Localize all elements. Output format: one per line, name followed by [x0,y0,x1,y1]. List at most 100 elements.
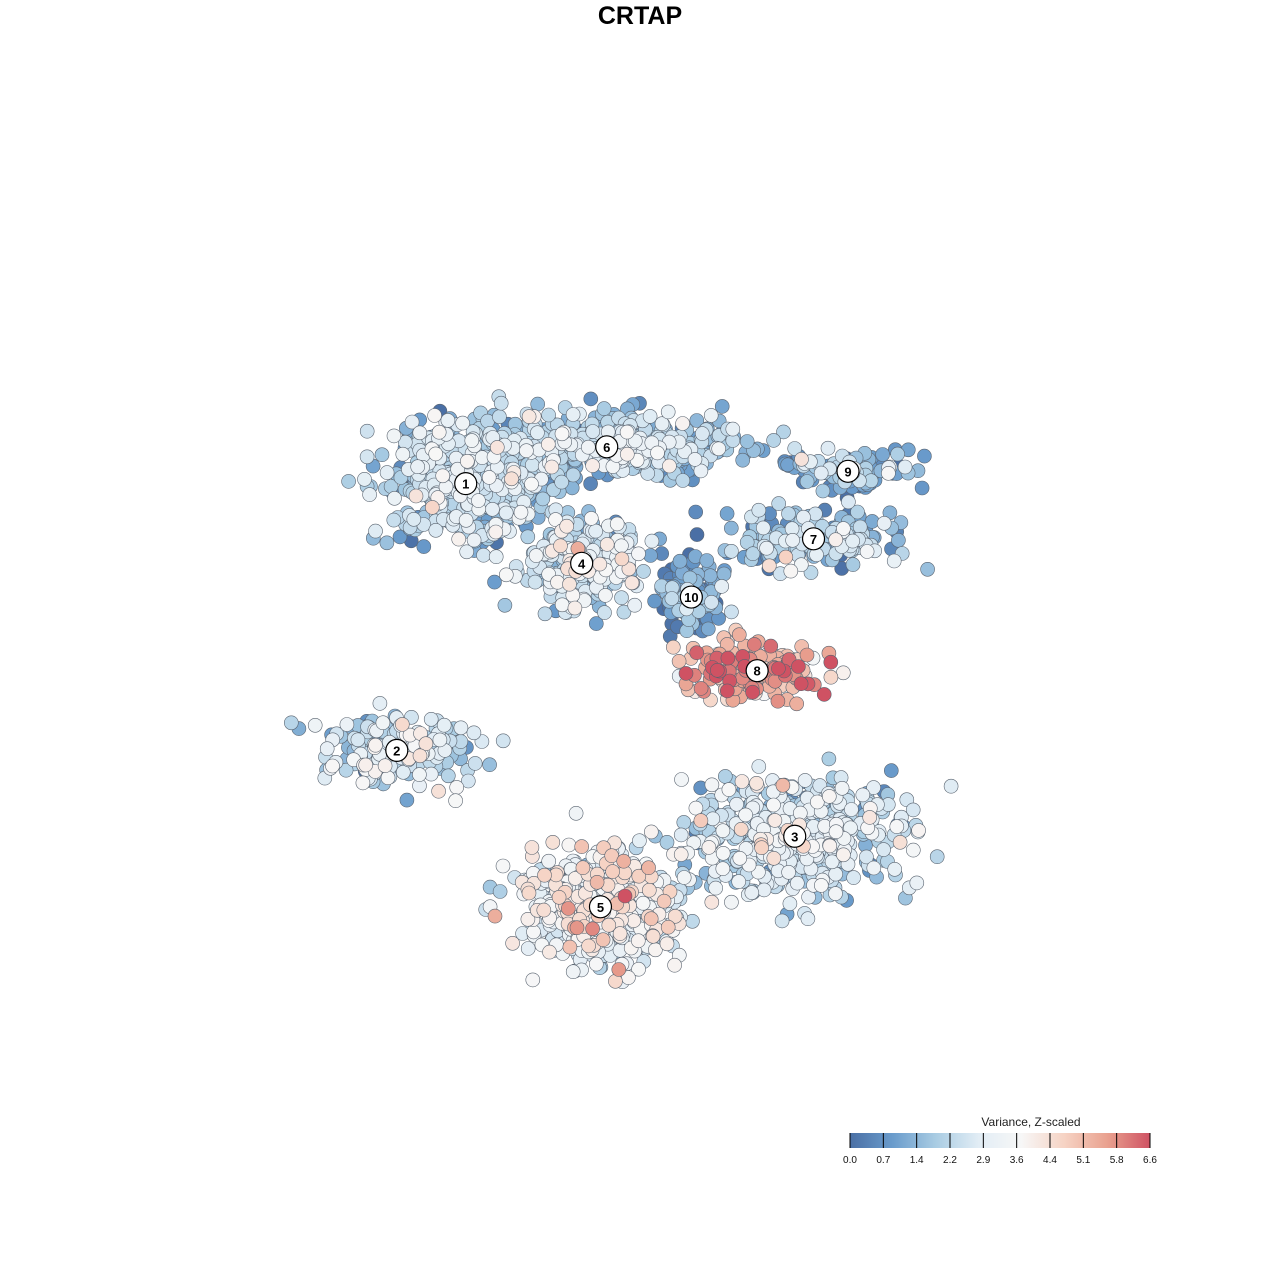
data-point-cluster-7 [755,520,771,536]
data-point-cluster-1 [368,523,383,539]
data-point-cluster-7 [781,506,796,522]
legend-tick-label: 2.2 [943,1155,957,1166]
chart-title: CRTAP [597,2,683,30]
data-point-cluster-1 [392,529,408,545]
data-point-cluster-4 [588,523,604,539]
data-point-cluster-6 [714,399,730,414]
data-point-cluster-3 [738,807,753,823]
data-point-cluster-10 [689,527,705,542]
data-point-cluster-4 [498,567,514,583]
data-point-cluster-2 [482,757,497,773]
data-point-cluster-4 [614,551,630,567]
legend-ticks: 0.0 0.7 1.4 2.2 2.9 3.6 4.4 5.1 5.8 6.6 [843,1133,1157,1166]
data-point-cluster-4 [631,546,646,562]
data-point-cluster-4 [550,574,565,590]
data-point-cluster-2 [495,733,511,749]
data-point-cluster-3 [813,878,829,893]
data-point-cluster-4 [597,605,612,620]
data-point-cluster-3 [905,802,921,818]
data-point-cluster-3 [834,780,850,796]
data-point-cluster-3 [701,840,717,855]
cluster-label-badge [679,585,703,609]
data-point-cluster-3 [828,866,844,882]
data-point-cluster-2 [358,757,374,773]
data-point-cluster-7 [850,504,865,520]
legend-tick-label: 5.8 [1110,1155,1124,1166]
data-point-cluster-1 [528,548,544,563]
data-point-cluster-4 [559,518,575,534]
data-point-cluster-4 [488,549,504,565]
cluster-label-text: 10 [684,590,698,605]
cluster-label-badge [454,472,478,496]
data-point-cluster-2 [355,775,371,791]
data-point-cluster-4 [497,597,513,613]
data-point-cluster-4 [621,561,637,577]
data-point-cluster-5 [574,839,590,854]
data-point-cluster-2 [395,764,411,780]
data-point-cluster-6 [565,407,581,422]
data-point-cluster-7 [859,544,875,559]
data-point-cluster-2 [372,696,388,711]
data-point-cluster-3 [866,860,882,876]
data-point-cluster-10 [702,568,718,584]
data-point-cluster-5 [635,895,651,911]
data-point-cluster-4 [592,556,608,572]
data-point-cluster-4 [609,516,625,532]
data-point-cluster-5 [667,908,683,924]
data-point-cluster-7 [803,565,819,580]
data-point-cluster-1 [357,471,372,487]
cluster-label-badge [836,459,860,483]
data-point-cluster-3 [676,815,692,830]
data-point-cluster-1 [524,476,539,492]
legend-tick-label: 5.1 [1076,1155,1090,1166]
data-point-cluster-4 [624,575,640,591]
data-point-cluster-5 [525,972,541,988]
data-point-cluster-1 [431,424,447,440]
data-point-cluster-5 [616,853,632,869]
data-point-cluster-8 [746,637,762,652]
data-point-cluster-10 [714,579,730,594]
data-point-cluster-3 [782,896,798,911]
data-point-cluster-6 [689,413,705,428]
data-point-cluster-6 [554,474,569,490]
cluster-label-7: 7 [801,527,826,551]
data-point-cluster-1 [485,501,500,517]
data-point-cluster-5 [562,939,578,955]
data-point-cluster-4 [636,564,651,579]
data-point-cluster-5 [581,938,596,954]
data-point-cluster-3 [659,834,675,850]
data-point-cluster-3 [731,874,747,889]
data-point-cluster-8 [823,669,839,685]
data-point-cluster-5 [561,837,577,853]
data-point-cluster-5 [585,921,600,937]
data-point-cluster-2 [380,770,396,786]
cluster-label-badge [783,824,807,848]
data-point-cluster-3 [824,854,840,870]
data-point-cluster-3 [766,797,781,813]
data-point-cluster-2 [440,768,456,784]
data-point-cluster-3 [715,861,731,877]
data-point-cluster-8 [791,659,806,674]
data-point-cluster-3 [843,820,858,836]
data-point-cluster-2 [432,732,448,748]
cluster-label-text: 2 [393,743,400,758]
data-point-cluster-10 [643,548,658,563]
data-point-cluster-3 [708,880,724,896]
data-point-cluster-3 [887,861,903,877]
data-point-cluster-4 [614,538,629,554]
data-point-cluster-1 [386,428,402,444]
data-point-cluster-3 [673,827,689,843]
data-point-cluster-1 [440,413,456,428]
cluster-label-badge [570,551,594,575]
data-point-cluster-6 [519,443,534,459]
data-point-cluster-6 [654,416,670,432]
data-point-cluster-8 [789,696,805,712]
data-point-cluster-6 [565,467,581,483]
data-point-cluster-1 [504,471,519,487]
data-point-cluster-6 [675,416,690,431]
data-point-cluster-5 [659,936,675,952]
data-point-cluster-7 [745,546,761,562]
data-point-cluster-3 [862,810,878,825]
data-point-cluster-5 [537,867,552,883]
data-point-cluster-7 [723,520,739,536]
